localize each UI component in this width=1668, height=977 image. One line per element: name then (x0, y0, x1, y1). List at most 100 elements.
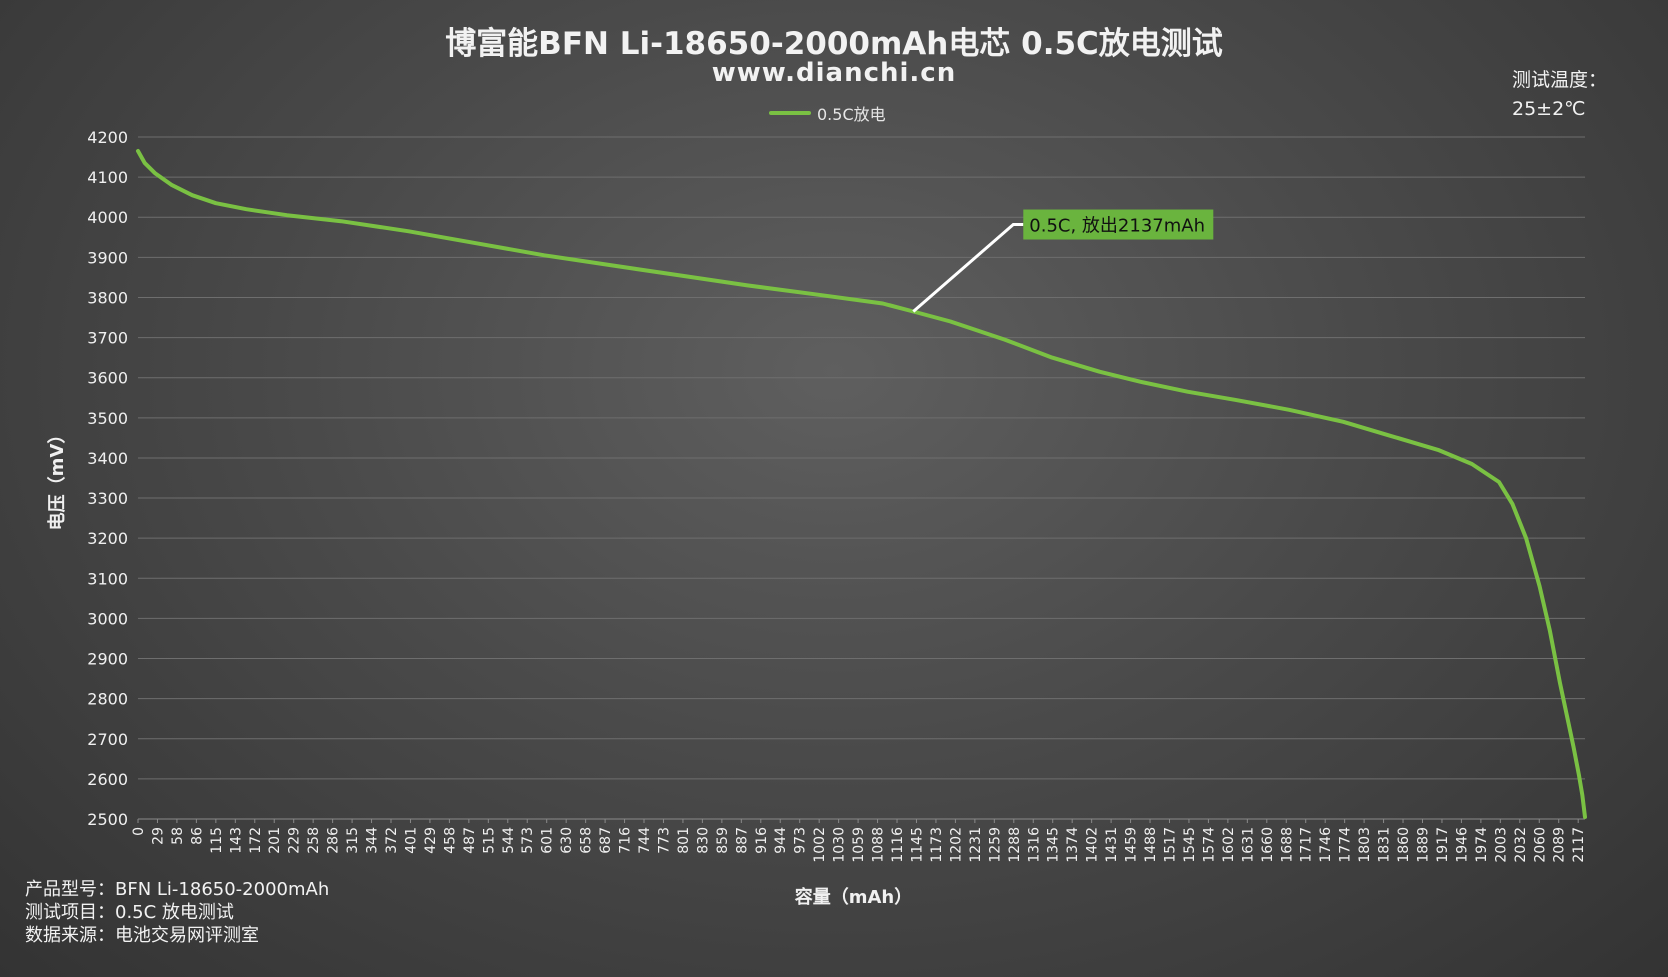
legend-swatch (769, 111, 811, 115)
x-tick-label: 2032 (1513, 827, 1529, 863)
x-tick-label: 1316 (1026, 827, 1042, 863)
x-tick-label: 658 (579, 827, 595, 854)
x-tick-label: 1774 (1338, 827, 1354, 863)
x-tick-label: 944 (773, 827, 789, 854)
x-tick-label: 143 (228, 827, 244, 854)
x-tick-label: 315 (345, 827, 361, 854)
annotation-label: 0.5C, 放出2137mAh (1029, 216, 1205, 237)
x-tick-label: 487 (462, 827, 478, 854)
x-tick-label: 1545 (1182, 827, 1198, 863)
x-tick-label: 1688 (1279, 827, 1295, 863)
x-tick-label: 973 (793, 827, 809, 854)
y-tick-label: 2600 (87, 770, 128, 789)
x-tick-label: 1660 (1260, 827, 1276, 863)
x-tick-label: 573 (520, 827, 536, 854)
x-tick-label: 1831 (1377, 827, 1393, 863)
x-tick-label: 401 (403, 827, 419, 854)
y-tick-label: 2500 (87, 810, 128, 829)
x-tick-label: 258 (306, 827, 322, 854)
x-tick-label: 773 (656, 827, 672, 854)
x-tick-label: 458 (442, 827, 458, 854)
y-tick-label: 3900 (87, 248, 128, 267)
x-tick-label: 1917 (1435, 827, 1451, 863)
x-tick-label: 2003 (1493, 827, 1509, 863)
x-tick-label: 286 (326, 827, 342, 854)
temperature-value: 25±2℃ (1512, 98, 1586, 120)
y-tick-label: 2900 (87, 650, 128, 669)
x-tick-label: 1145 (909, 827, 925, 863)
x-tick-label: 372 (384, 827, 400, 854)
y-tick-label: 3600 (87, 369, 128, 388)
y-tick-label: 4100 (87, 168, 128, 187)
x-tick-label: 744 (637, 827, 653, 854)
x-tick-label: 716 (618, 827, 634, 854)
x-tick-label: 1974 (1474, 827, 1490, 863)
x-tick-label: 1602 (1221, 827, 1237, 863)
y-tick-label: 3500 (87, 409, 128, 428)
test-temperature: 测试温度： 25±2℃ (1512, 66, 1607, 124)
x-tick-label: 1059 (851, 827, 867, 863)
footer-info: 产品型号：BFN Li-18650-2000mAh 测试项目：0.5C 放电测试… (25, 878, 329, 947)
y-tick-label: 3000 (87, 609, 128, 628)
x-tick-label: 2089 (1552, 827, 1568, 863)
x-tick-label: 1116 (890, 827, 906, 863)
x-tick-label: 1889 (1415, 827, 1431, 863)
y-tick-label: 3700 (87, 329, 128, 348)
x-tick-label: 1717 (1299, 827, 1315, 863)
x-tick-label: 1946 (1454, 827, 1470, 863)
x-tick-label: 229 (287, 827, 303, 854)
series-line-discharge (136, 149, 1587, 819)
x-tick-label: 29 (150, 827, 166, 845)
x-tick-label: 687 (598, 827, 614, 854)
x-tick-label: 1173 (929, 827, 945, 863)
x-tick-label: 801 (676, 827, 692, 854)
x-tick-label: 86 (189, 827, 205, 845)
x-axis-label: 容量（mAh） (795, 886, 913, 908)
x-tick-label: 887 (734, 827, 750, 854)
y-tick-label: 3800 (87, 288, 128, 307)
x-tick-label: 1002 (812, 827, 828, 863)
x-tick-label: 1803 (1357, 827, 1373, 863)
y-tick-label: 2700 (87, 730, 128, 749)
chart-subtitle-url: www.dianchi.cn (711, 58, 957, 88)
x-tick-label: 1288 (1007, 827, 1023, 863)
x-tick-label: 1088 (871, 827, 887, 863)
x-tick-label: 1345 (1046, 827, 1062, 863)
y-tick-label: 3300 (87, 489, 128, 508)
y-tick-label: 3200 (87, 529, 128, 548)
x-tick-label: 544 (501, 827, 517, 854)
x-tick-label: 201 (267, 827, 283, 854)
x-tick-label: 1231 (968, 827, 984, 863)
temperature-label: 测试温度： (1512, 69, 1608, 91)
x-tick-label: 172 (248, 827, 264, 854)
footer-source: 数据来源：电池交易网评测室 (25, 925, 259, 946)
footer-test-item: 测试项目：0.5C 放电测试 (25, 902, 234, 923)
annotation-box (1023, 209, 1214, 240)
y-tick-label: 4200 (87, 128, 128, 147)
x-tick-label: 916 (754, 827, 770, 854)
x-tick-label: 1402 (1085, 827, 1101, 863)
y-tick-label: 4000 (87, 208, 128, 227)
y-tick-label: 2800 (87, 690, 128, 709)
y-tick-label: 3400 (87, 449, 128, 468)
x-tick-label: 830 (695, 827, 711, 854)
x-tick-label: 1030 (832, 827, 848, 863)
x-tick-label: 1202 (948, 827, 964, 863)
annotation-leader-line (912, 223, 1024, 313)
x-tick-label: 2117 (1571, 827, 1587, 863)
x-tick-label: 344 (365, 827, 381, 854)
chart-title: 博富能BFN Li-18650-2000mAh电芯 0.5C放电测试 (445, 26, 1223, 62)
x-tick-label: 115 (209, 827, 225, 854)
x-tick-label: 1488 (1143, 827, 1159, 863)
x-tick-label: 1517 (1162, 827, 1178, 863)
footer-model: 产品型号：BFN Li-18650-2000mAh (25, 879, 330, 900)
x-tick-label: 515 (481, 827, 497, 854)
y-tick-label: 3100 (87, 569, 128, 588)
x-tick-label: 2060 (1532, 827, 1548, 863)
x-tick-label: 1374 (1065, 827, 1081, 863)
x-tick-label: 1459 (1124, 827, 1140, 863)
x-tick-label: 859 (715, 827, 731, 854)
chart-legend: 0.5C放电 (769, 101, 886, 125)
x-tick-label: 1631 (1240, 827, 1256, 863)
